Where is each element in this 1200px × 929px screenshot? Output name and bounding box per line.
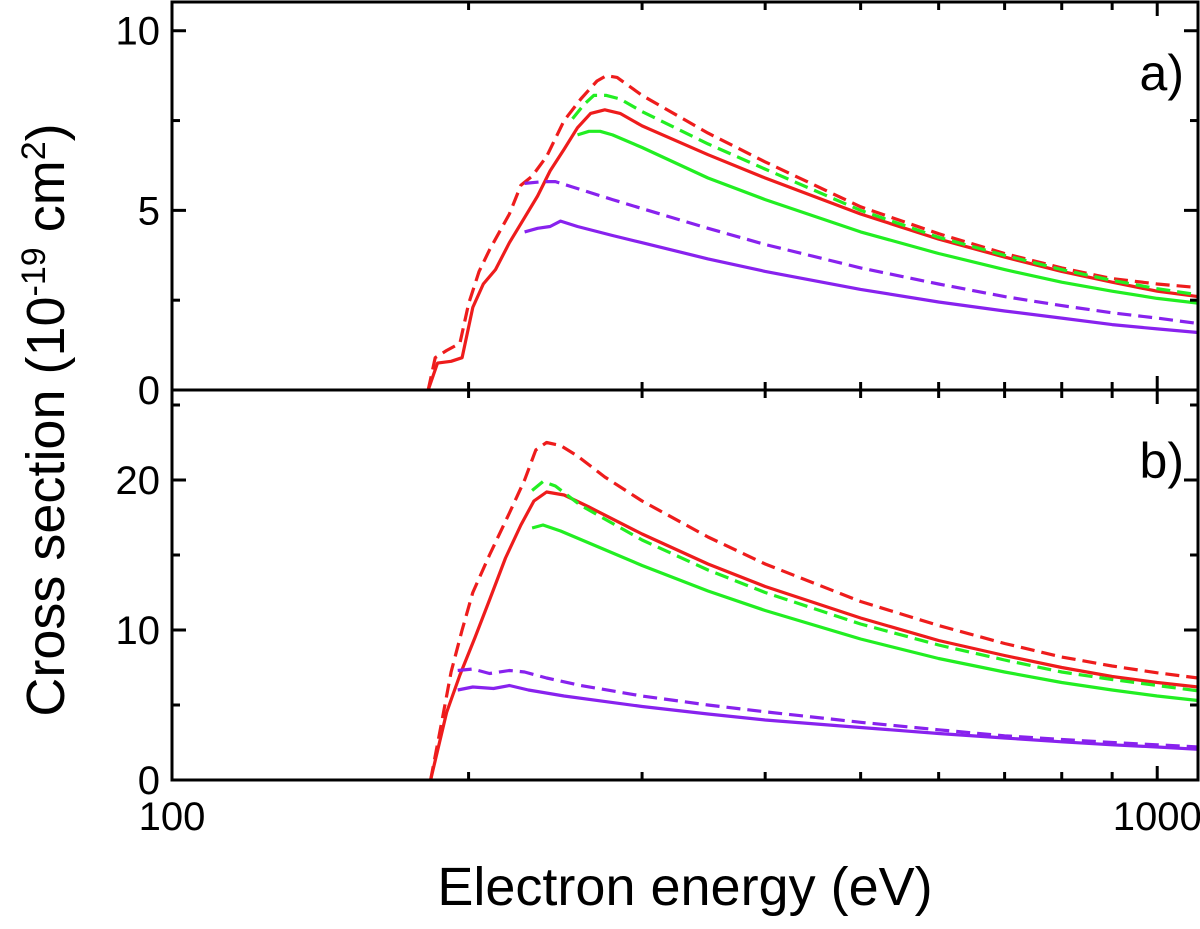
series-b-red-dashed [429,440,1198,780]
series-a-purple-solid [524,219,1198,335]
series-a-green-dashed [571,93,1198,297]
y-tick-label: 0 [138,369,160,413]
panel-b: 0 10 20 b) [116,388,1200,803]
panel-a-series [426,74,1198,390]
series-a-purple-dashed [524,180,1198,326]
series-b-purple-solid [457,683,1198,751]
series-a-red-dashed [426,74,1198,390]
x-tick-label: 100 [139,795,206,839]
panel-a-ticks: 0 5 10 [116,2,1198,413]
y-axis-title-exponent-1: -19 [15,247,53,296]
y-tick-label: 20 [116,459,161,503]
y-tick-label: 0 [138,759,160,803]
panel-b-label: b) [1140,433,1184,489]
series-a-green-solid [577,129,1198,305]
series-b-green-dashed [531,479,1198,693]
y-tick-label: 10 [116,10,161,54]
y-axis-title-prefix: Cross section (10 [16,296,76,716]
panel-a: 0 5 10 a) [116,0,1200,413]
panel-b-frame [170,388,1200,782]
panel-b-ticks: 0 10 20 [116,390,1198,803]
y-tick-label: 5 [138,189,160,233]
y-axis-title-suffix: ) [16,123,76,141]
x-tick-label: 1000 [1113,795,1200,839]
y-axis-title-mid: cm [16,160,76,247]
series-b-purple-dashed [457,667,1198,749]
y-axis-title-exponent-2: 2 [15,141,53,160]
y-tick-label: 10 [116,609,161,653]
panel-a-frame [170,0,1200,392]
series-b-green-solid [531,523,1198,703]
series-b-red-solid [429,490,1198,780]
panel-a-label: a) [1140,45,1184,101]
x-axis-title: Electron energy (eV) [437,857,932,917]
panel-b-series [429,440,1198,780]
series-a-red-solid [426,108,1198,390]
x-tick-labels: 100 1000 [139,795,1200,839]
y-axis-title: Cross section (10-19 cm2) [15,123,76,716]
